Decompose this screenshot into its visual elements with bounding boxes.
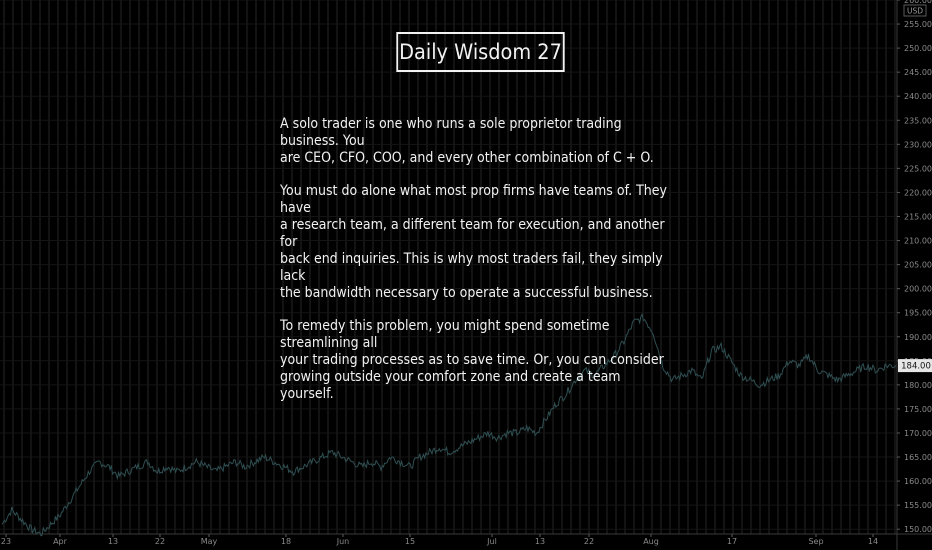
wisdom-line: your trading processes as to save time. … (280, 352, 664, 368)
last-price-tag: 184.00 (898, 359, 932, 372)
wisdom-paragraph: You must do alone what most prop firms h… (280, 183, 676, 302)
y-tick-label: 215.00 (904, 212, 932, 221)
wisdom-line: are CEO, CFO, COO, and every other combi… (280, 150, 654, 166)
x-tick-label: Apr (53, 537, 68, 546)
wisdom-line: the bandwidth necessary to operate a suc… (280, 285, 653, 301)
y-tick-label: 255.00 (904, 20, 932, 29)
x-tick-label: May (201, 537, 218, 546)
currency-text: USD (907, 7, 923, 16)
x-tick-label: 22 (155, 537, 165, 546)
y-tick-label: 150.00 (904, 525, 932, 534)
x-tick-label: 13 (108, 537, 118, 546)
y-tick-label: 195.00 (904, 309, 932, 318)
y-tick-label: 250.00 (904, 44, 932, 53)
wisdom-line: A solo trader is one who runs a sole pro… (280, 116, 622, 149)
x-tick-label: 17 (727, 537, 737, 546)
y-tick-label: 240.00 (904, 92, 932, 101)
y-tick-label: 155.00 (904, 501, 932, 510)
y-tick-label: 220.00 (904, 188, 932, 197)
y-tick-label: 210.00 (904, 237, 932, 246)
y-tick-label: 170.00 (904, 429, 932, 438)
page-title: Daily Wisdom 27 (399, 40, 562, 64)
x-tick-label: Jul (486, 537, 497, 546)
wisdom-line: To remedy this problem, you might spend … (280, 318, 609, 351)
wisdom-line: You must do alone what most prop firms h… (280, 183, 667, 216)
y-tick-label: 205.00 (904, 261, 932, 270)
y-tick-label: 225.00 (904, 164, 932, 173)
y-tick-label: 200.00 (904, 285, 932, 294)
y-tick-label: 230.00 (904, 140, 932, 149)
y-tick-label: 180.00 (904, 381, 932, 390)
x-tick-label: 14 (868, 537, 878, 546)
y-tick-label: 235.00 (904, 116, 932, 125)
title-box: Daily Wisdom 27 (396, 32, 564, 72)
last-price-text: 184.00 (901, 362, 931, 372)
x-tick-label: 22 (584, 537, 594, 546)
x-tick-label: 15 (405, 537, 415, 546)
currency-label: USD (904, 5, 926, 16)
y-tick-label: 175.00 (904, 405, 932, 414)
x-tick-label: 18 (281, 537, 291, 546)
x-tick-label: 23 (1, 537, 11, 546)
y-tick-label: 165.00 (904, 453, 932, 462)
x-tick-label: Sep (808, 537, 823, 546)
wisdom-line: growing outside your comfort zone and cr… (280, 369, 621, 402)
y-tick-label: 190.00 (904, 333, 932, 342)
wisdom-line: back end inquiries. This is why most tra… (280, 251, 663, 284)
x-tick-label: Aug (643, 537, 659, 546)
wisdom-text: A solo trader is one who runs a sole pro… (280, 116, 676, 419)
x-tick-label: Jun (336, 537, 350, 546)
wisdom-paragraph: To remedy this problem, you might spend … (280, 318, 676, 403)
y-tick-label: 260.00 (904, 0, 932, 5)
wisdom-paragraph: A solo trader is one who runs a sole pro… (280, 116, 676, 167)
y-tick-label: 245.00 (904, 68, 932, 77)
x-tick-label: 13 (535, 537, 545, 546)
y-tick-label: 160.00 (904, 477, 932, 486)
wisdom-line: a research team, a different team for ex… (280, 217, 665, 250)
